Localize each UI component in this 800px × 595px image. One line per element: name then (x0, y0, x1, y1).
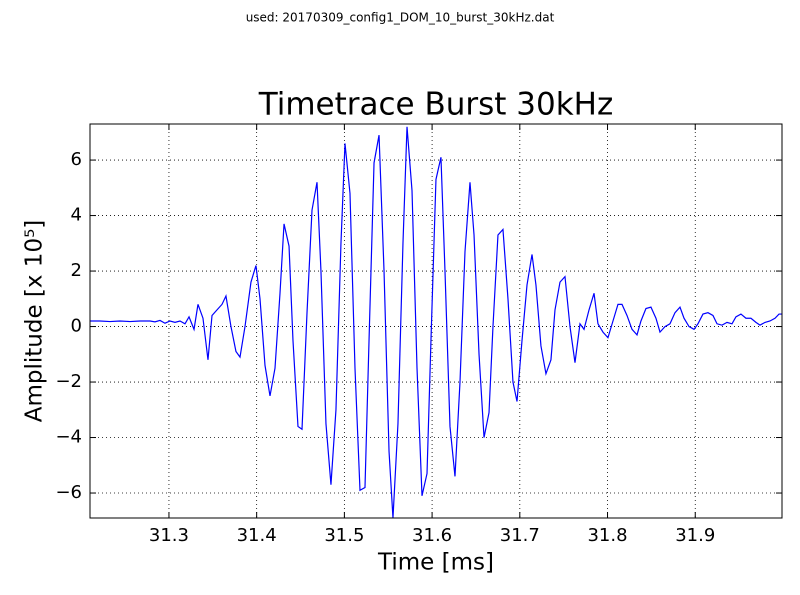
y-axis-label: Amplitude [x 10⁵] (22, 220, 48, 423)
y-tick-label: 6 (71, 149, 82, 170)
y-tick-label: 4 (71, 205, 82, 226)
y-tick-label: −4 (55, 427, 82, 448)
suptitle: used: 20170309_config1_DOM_10_burst_30kH… (246, 11, 555, 25)
x-tick-label: 31.7 (500, 525, 540, 546)
x-tick-label: 31.3 (149, 525, 189, 546)
y-tick-label: 0 (71, 316, 82, 337)
plot-frame (89, 123, 783, 519)
x-tick-label: 31.4 (237, 525, 277, 546)
y-tick-label: −6 (55, 482, 82, 503)
x-tick-label: 31.9 (675, 525, 715, 546)
y-tick-label: 2 (71, 260, 82, 281)
y-tick-label: −2 (55, 371, 82, 392)
line-series (90, 126, 782, 518)
x-tick-label: 31.6 (412, 525, 452, 546)
x-tick-label: 31.8 (587, 525, 627, 546)
chart-title: Timetrace Burst 30kHz (258, 87, 614, 123)
x-tick-label: 31.5 (324, 525, 364, 546)
x-axis-label: Time [ms] (377, 550, 494, 576)
